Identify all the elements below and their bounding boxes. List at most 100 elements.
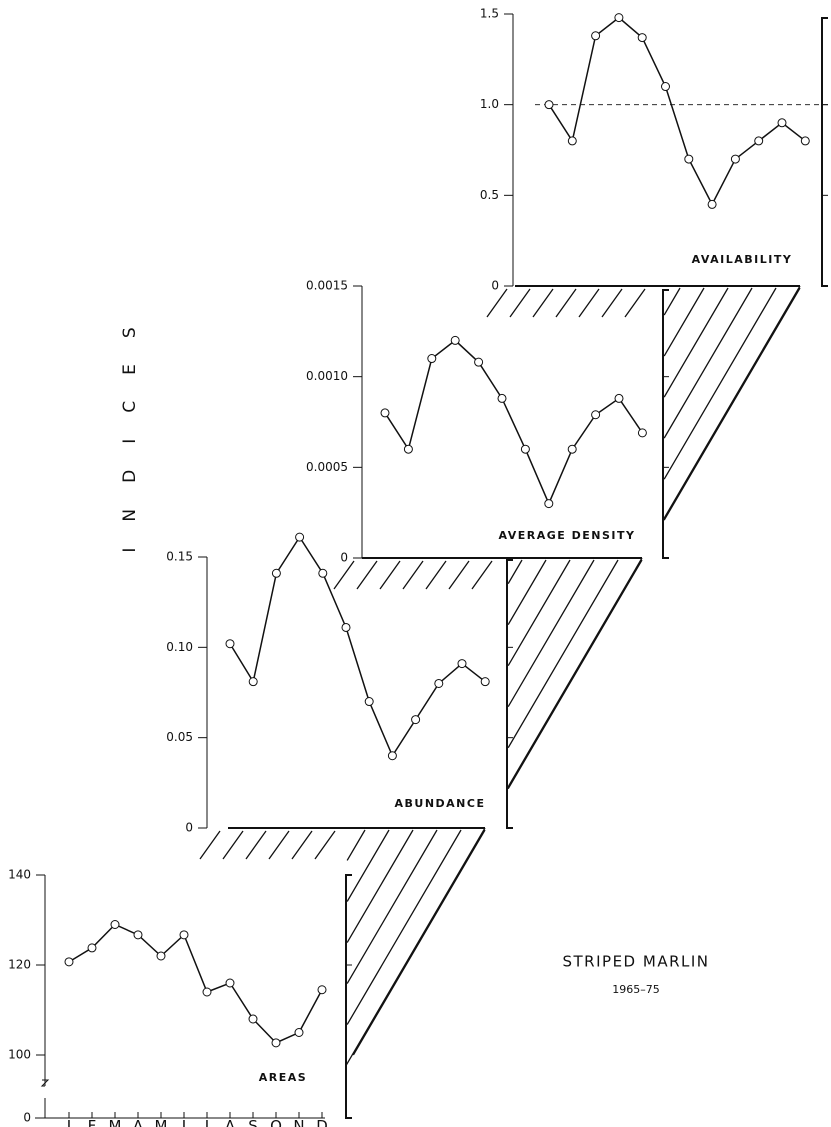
y-tick-label: 100 bbox=[8, 1048, 31, 1062]
data-point bbox=[614, 393, 624, 403]
hatch bbox=[291, 830, 313, 860]
hatch bbox=[199, 830, 221, 860]
y-tick-label: 0.0015 bbox=[306, 279, 348, 293]
data-point bbox=[318, 568, 328, 578]
data-point bbox=[591, 410, 601, 420]
hatch bbox=[486, 288, 508, 318]
data-point bbox=[450, 335, 460, 345]
data-point bbox=[271, 568, 281, 578]
hatch bbox=[402, 560, 424, 590]
data-point bbox=[661, 82, 670, 92]
hatch bbox=[507, 559, 595, 708]
hatch-edge bbox=[662, 285, 801, 521]
data-point bbox=[411, 715, 421, 725]
x-tick-label: S bbox=[248, 1117, 258, 1127]
data-point bbox=[179, 930, 189, 940]
x-tick-label: J bbox=[204, 1117, 209, 1127]
panel-title: AVERAGE DENSITY bbox=[499, 529, 636, 542]
hatch bbox=[601, 288, 623, 318]
bracket bbox=[821, 17, 828, 287]
hatch bbox=[663, 287, 777, 480]
data-point bbox=[427, 354, 437, 364]
hatch bbox=[346, 829, 462, 1025]
data-point bbox=[591, 31, 601, 41]
data-point bbox=[248, 677, 258, 687]
axis-break bbox=[40, 1079, 50, 1118]
hatch bbox=[222, 830, 244, 860]
data-point bbox=[614, 13, 624, 23]
y-tick-label: 0.0005 bbox=[306, 460, 348, 474]
data-point bbox=[87, 943, 97, 953]
x-tick-label: A bbox=[225, 1117, 236, 1127]
data-point bbox=[317, 985, 327, 995]
hatch bbox=[507, 559, 643, 790]
data-point bbox=[294, 1028, 304, 1037]
x-tick-label: D bbox=[316, 1117, 328, 1127]
hatch bbox=[663, 287, 729, 398]
hatch bbox=[346, 829, 366, 861]
hatch bbox=[346, 829, 414, 943]
hatch bbox=[352, 829, 486, 1056]
hatch bbox=[578, 288, 600, 318]
bracket bbox=[662, 289, 669, 559]
panel-title: ABUNDANCE bbox=[395, 797, 486, 810]
hatch bbox=[314, 830, 336, 860]
data-point bbox=[707, 199, 717, 209]
hatch-edge bbox=[506, 557, 643, 790]
data-point bbox=[637, 33, 647, 43]
y-tick-label: 0.10 bbox=[166, 640, 193, 654]
hatch bbox=[507, 559, 619, 749]
data-point bbox=[637, 428, 647, 438]
hatch bbox=[333, 560, 355, 590]
x-tick-label: N bbox=[293, 1117, 304, 1127]
chart-title: STRIPED MARLIN bbox=[563, 953, 710, 971]
data-point bbox=[403, 444, 413, 454]
y-tick-label: 0 bbox=[340, 551, 348, 565]
data-point bbox=[474, 357, 484, 367]
data-point bbox=[364, 697, 374, 707]
hatch bbox=[471, 560, 493, 590]
y-tick-label: 0.15 bbox=[166, 550, 193, 564]
data-point bbox=[754, 136, 764, 146]
x-tick-label: F bbox=[88, 1117, 97, 1127]
data-point bbox=[133, 930, 143, 940]
x-tick-label: A bbox=[133, 1117, 144, 1127]
data-point bbox=[110, 920, 120, 929]
hatch bbox=[507, 559, 571, 667]
x-tick-label: M bbox=[155, 1117, 168, 1127]
y-tick-label: 1.0 bbox=[480, 97, 499, 111]
data-point bbox=[684, 154, 694, 164]
data-point bbox=[777, 118, 787, 128]
hatch bbox=[268, 830, 290, 860]
y-tick-label: 0.0010 bbox=[306, 369, 348, 383]
data-point bbox=[341, 622, 351, 632]
data-point bbox=[480, 677, 490, 687]
data-point bbox=[567, 444, 577, 454]
hatch bbox=[448, 560, 470, 590]
data-line bbox=[384, 339, 644, 506]
x-tick-label: J bbox=[181, 1117, 186, 1127]
hatch bbox=[663, 287, 681, 316]
hatch bbox=[663, 287, 753, 439]
bracket bbox=[345, 874, 352, 1119]
bracket bbox=[506, 559, 513, 829]
hatch bbox=[425, 560, 447, 590]
data-point bbox=[434, 678, 444, 688]
y-tick-label: 0 bbox=[185, 821, 193, 835]
data-point bbox=[800, 136, 810, 146]
y-tick-label: 140 bbox=[8, 868, 31, 882]
y-tick-label: 0 bbox=[23, 1111, 31, 1125]
x-tick-label: O bbox=[270, 1117, 282, 1127]
y-tick-label: 0 bbox=[491, 279, 499, 293]
data-point bbox=[497, 393, 507, 403]
data-line bbox=[68, 923, 323, 1044]
hatch bbox=[346, 829, 438, 984]
data-point bbox=[156, 951, 166, 961]
data-point bbox=[544, 499, 554, 509]
hatch bbox=[245, 830, 267, 860]
data-point bbox=[567, 136, 577, 146]
data-point bbox=[271, 1038, 281, 1048]
hatch-edge bbox=[345, 827, 486, 1066]
